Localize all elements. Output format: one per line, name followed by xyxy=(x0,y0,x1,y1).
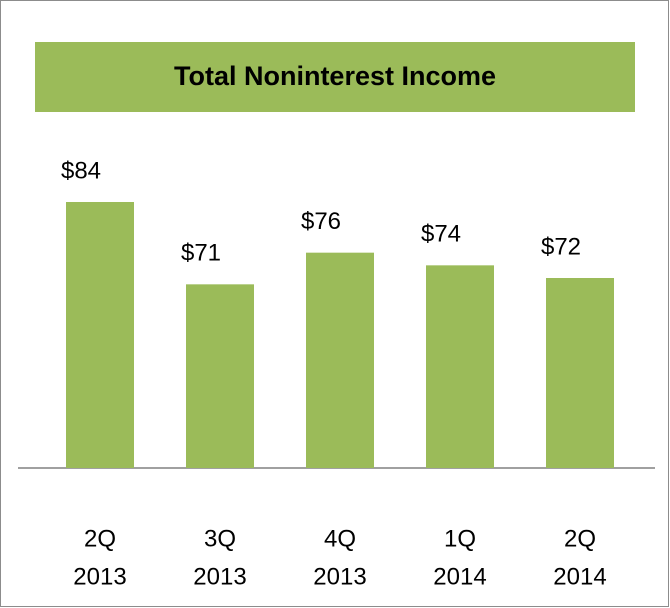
bar xyxy=(66,202,134,468)
value-label: $84 xyxy=(61,157,101,184)
bar xyxy=(546,278,614,468)
title-banner xyxy=(35,42,635,112)
x-tick-label: 2Q xyxy=(84,525,116,552)
x-tick-label: 2014 xyxy=(553,563,606,590)
x-tick-label: 2013 xyxy=(193,563,246,590)
bar xyxy=(426,265,494,468)
bar xyxy=(186,284,254,468)
x-tick-label: 1Q xyxy=(444,525,476,552)
x-tick-label: 2014 xyxy=(433,563,486,590)
chart-title: Total Noninterest Income xyxy=(174,61,496,91)
x-tick-label: 3Q xyxy=(204,525,236,552)
x-tick-label: 4Q xyxy=(324,525,356,552)
x-tick-label: 2Q xyxy=(564,525,596,552)
value-label: $74 xyxy=(421,221,461,248)
value-label: $71 xyxy=(181,240,221,267)
x-tick-label: 2013 xyxy=(313,563,366,590)
value-label: $72 xyxy=(541,233,581,260)
bar xyxy=(306,252,374,468)
value-label: $76 xyxy=(301,208,341,235)
x-tick-label: 2013 xyxy=(73,563,126,590)
